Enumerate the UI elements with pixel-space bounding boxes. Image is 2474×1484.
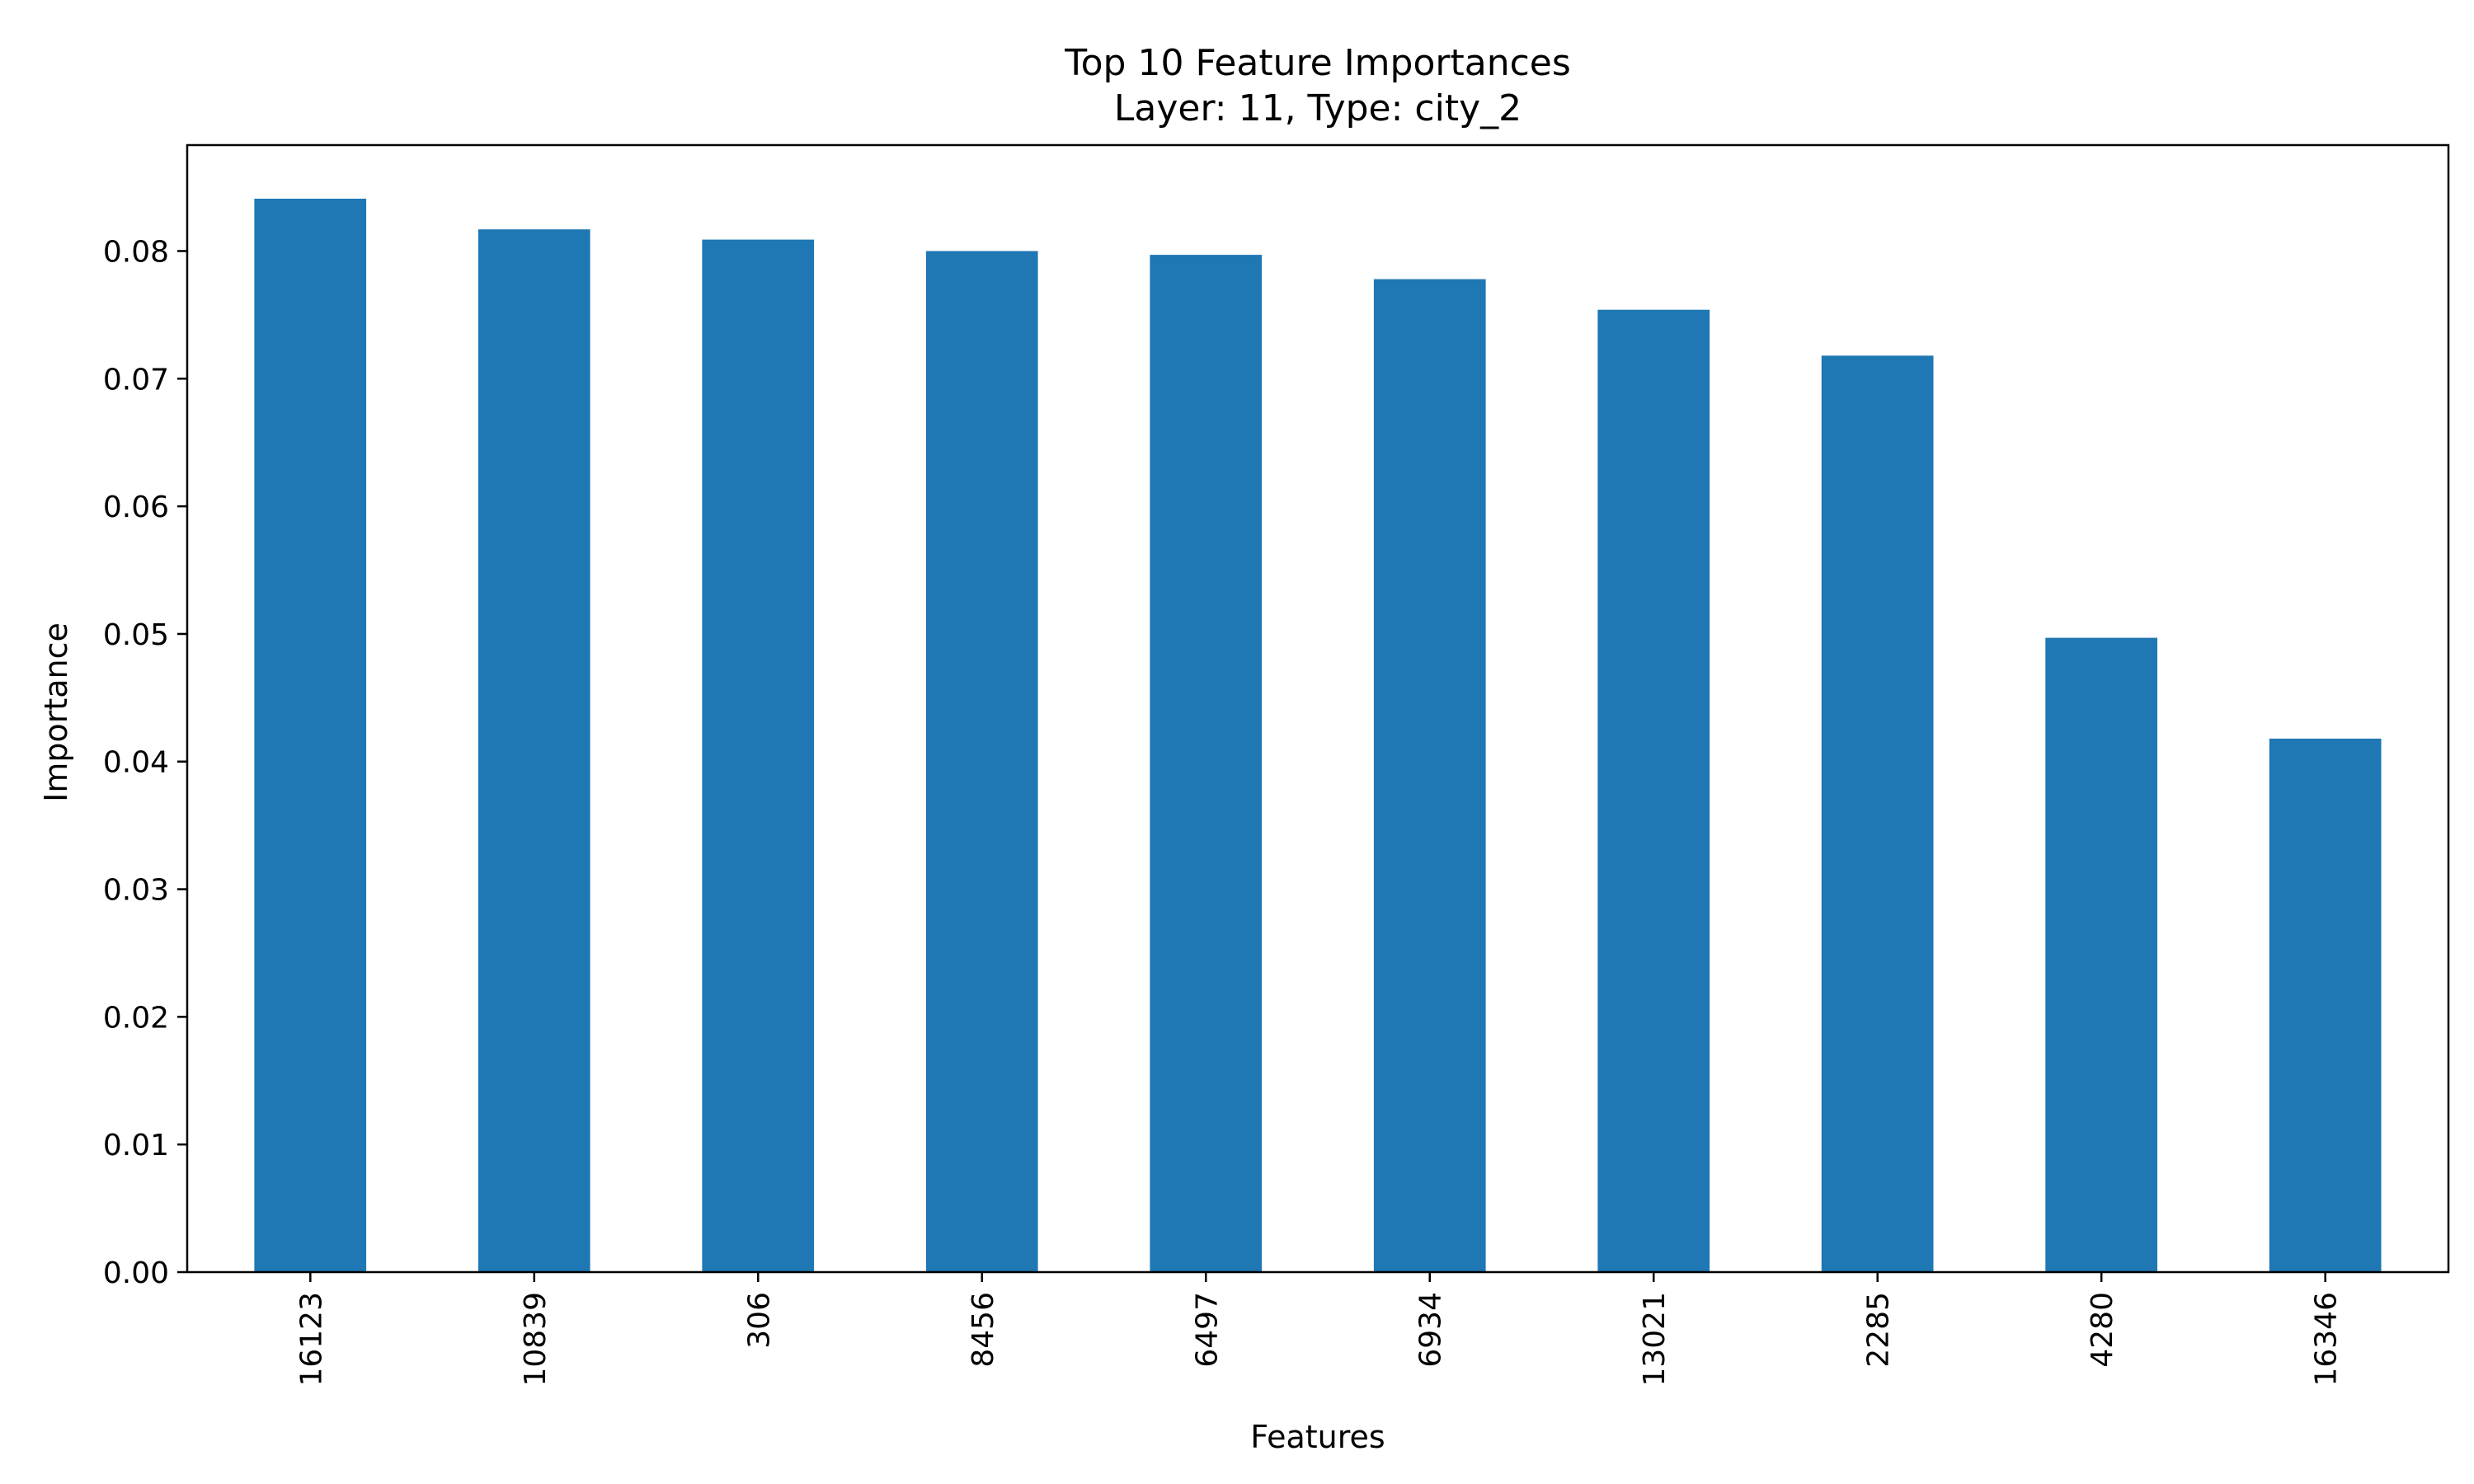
x-tick-label: 10839 bbox=[519, 1292, 553, 1387]
bar-6934 bbox=[1373, 279, 1486, 1273]
y-axis-label: Importance bbox=[38, 622, 74, 802]
y-tick-label: 0.06 bbox=[103, 491, 169, 524]
x-tick-label: 6934 bbox=[1414, 1292, 1448, 1368]
x-tick-label: 306 bbox=[742, 1292, 776, 1349]
y-tick-label: 0.00 bbox=[103, 1256, 169, 1290]
y-tick-label: 0.04 bbox=[103, 746, 169, 780]
x-axis-label: Features bbox=[1250, 1419, 1385, 1455]
bar-16123 bbox=[254, 199, 367, 1272]
x-axis: 16123 10839 306 8456 6497 6934 13021 2285 4280 16… bbox=[294, 1272, 2344, 1387]
y-tick-label: 0.05 bbox=[103, 618, 169, 652]
y-tick-label: 0.03 bbox=[103, 874, 169, 908]
x-tick-label: 2285 bbox=[1862, 1292, 1896, 1368]
bars-group bbox=[254, 199, 2382, 1273]
bar-8456 bbox=[925, 251, 1038, 1272]
bar-6497 bbox=[1150, 255, 1263, 1273]
bar-4280 bbox=[2045, 637, 2157, 1272]
y-tick-label: 0.02 bbox=[103, 1001, 169, 1035]
bar-13021 bbox=[1597, 309, 1710, 1273]
x-tick-label: 6497 bbox=[1190, 1292, 1224, 1368]
x-tick-label: 8456 bbox=[967, 1292, 1000, 1368]
y-axis: 0.00 0.01 0.02 0.03 0.04 0.05 0.06 0.07 0.08 bbox=[103, 235, 187, 1290]
bar-2285 bbox=[1821, 355, 1934, 1272]
x-tick-label: 16346 bbox=[2310, 1292, 2344, 1387]
x-tick-label: 4280 bbox=[2086, 1292, 2119, 1368]
chart-title-line-1: Top 10 Feature Importances bbox=[1064, 42, 1571, 84]
chart-title-line-2: Layer: 11, Type: city_2 bbox=[1114, 87, 1522, 129]
y-tick-label: 0.07 bbox=[103, 363, 169, 397]
bar-306 bbox=[702, 239, 815, 1273]
x-tick-label: 16123 bbox=[294, 1292, 328, 1387]
y-tick-label: 0.08 bbox=[103, 235, 169, 269]
y-tick-label: 0.01 bbox=[103, 1129, 169, 1162]
bar-10839 bbox=[477, 229, 590, 1273]
bar-16346 bbox=[2269, 738, 2382, 1272]
x-tick-label: 13021 bbox=[1638, 1292, 1672, 1387]
plot-frame bbox=[186, 143, 2450, 1274]
